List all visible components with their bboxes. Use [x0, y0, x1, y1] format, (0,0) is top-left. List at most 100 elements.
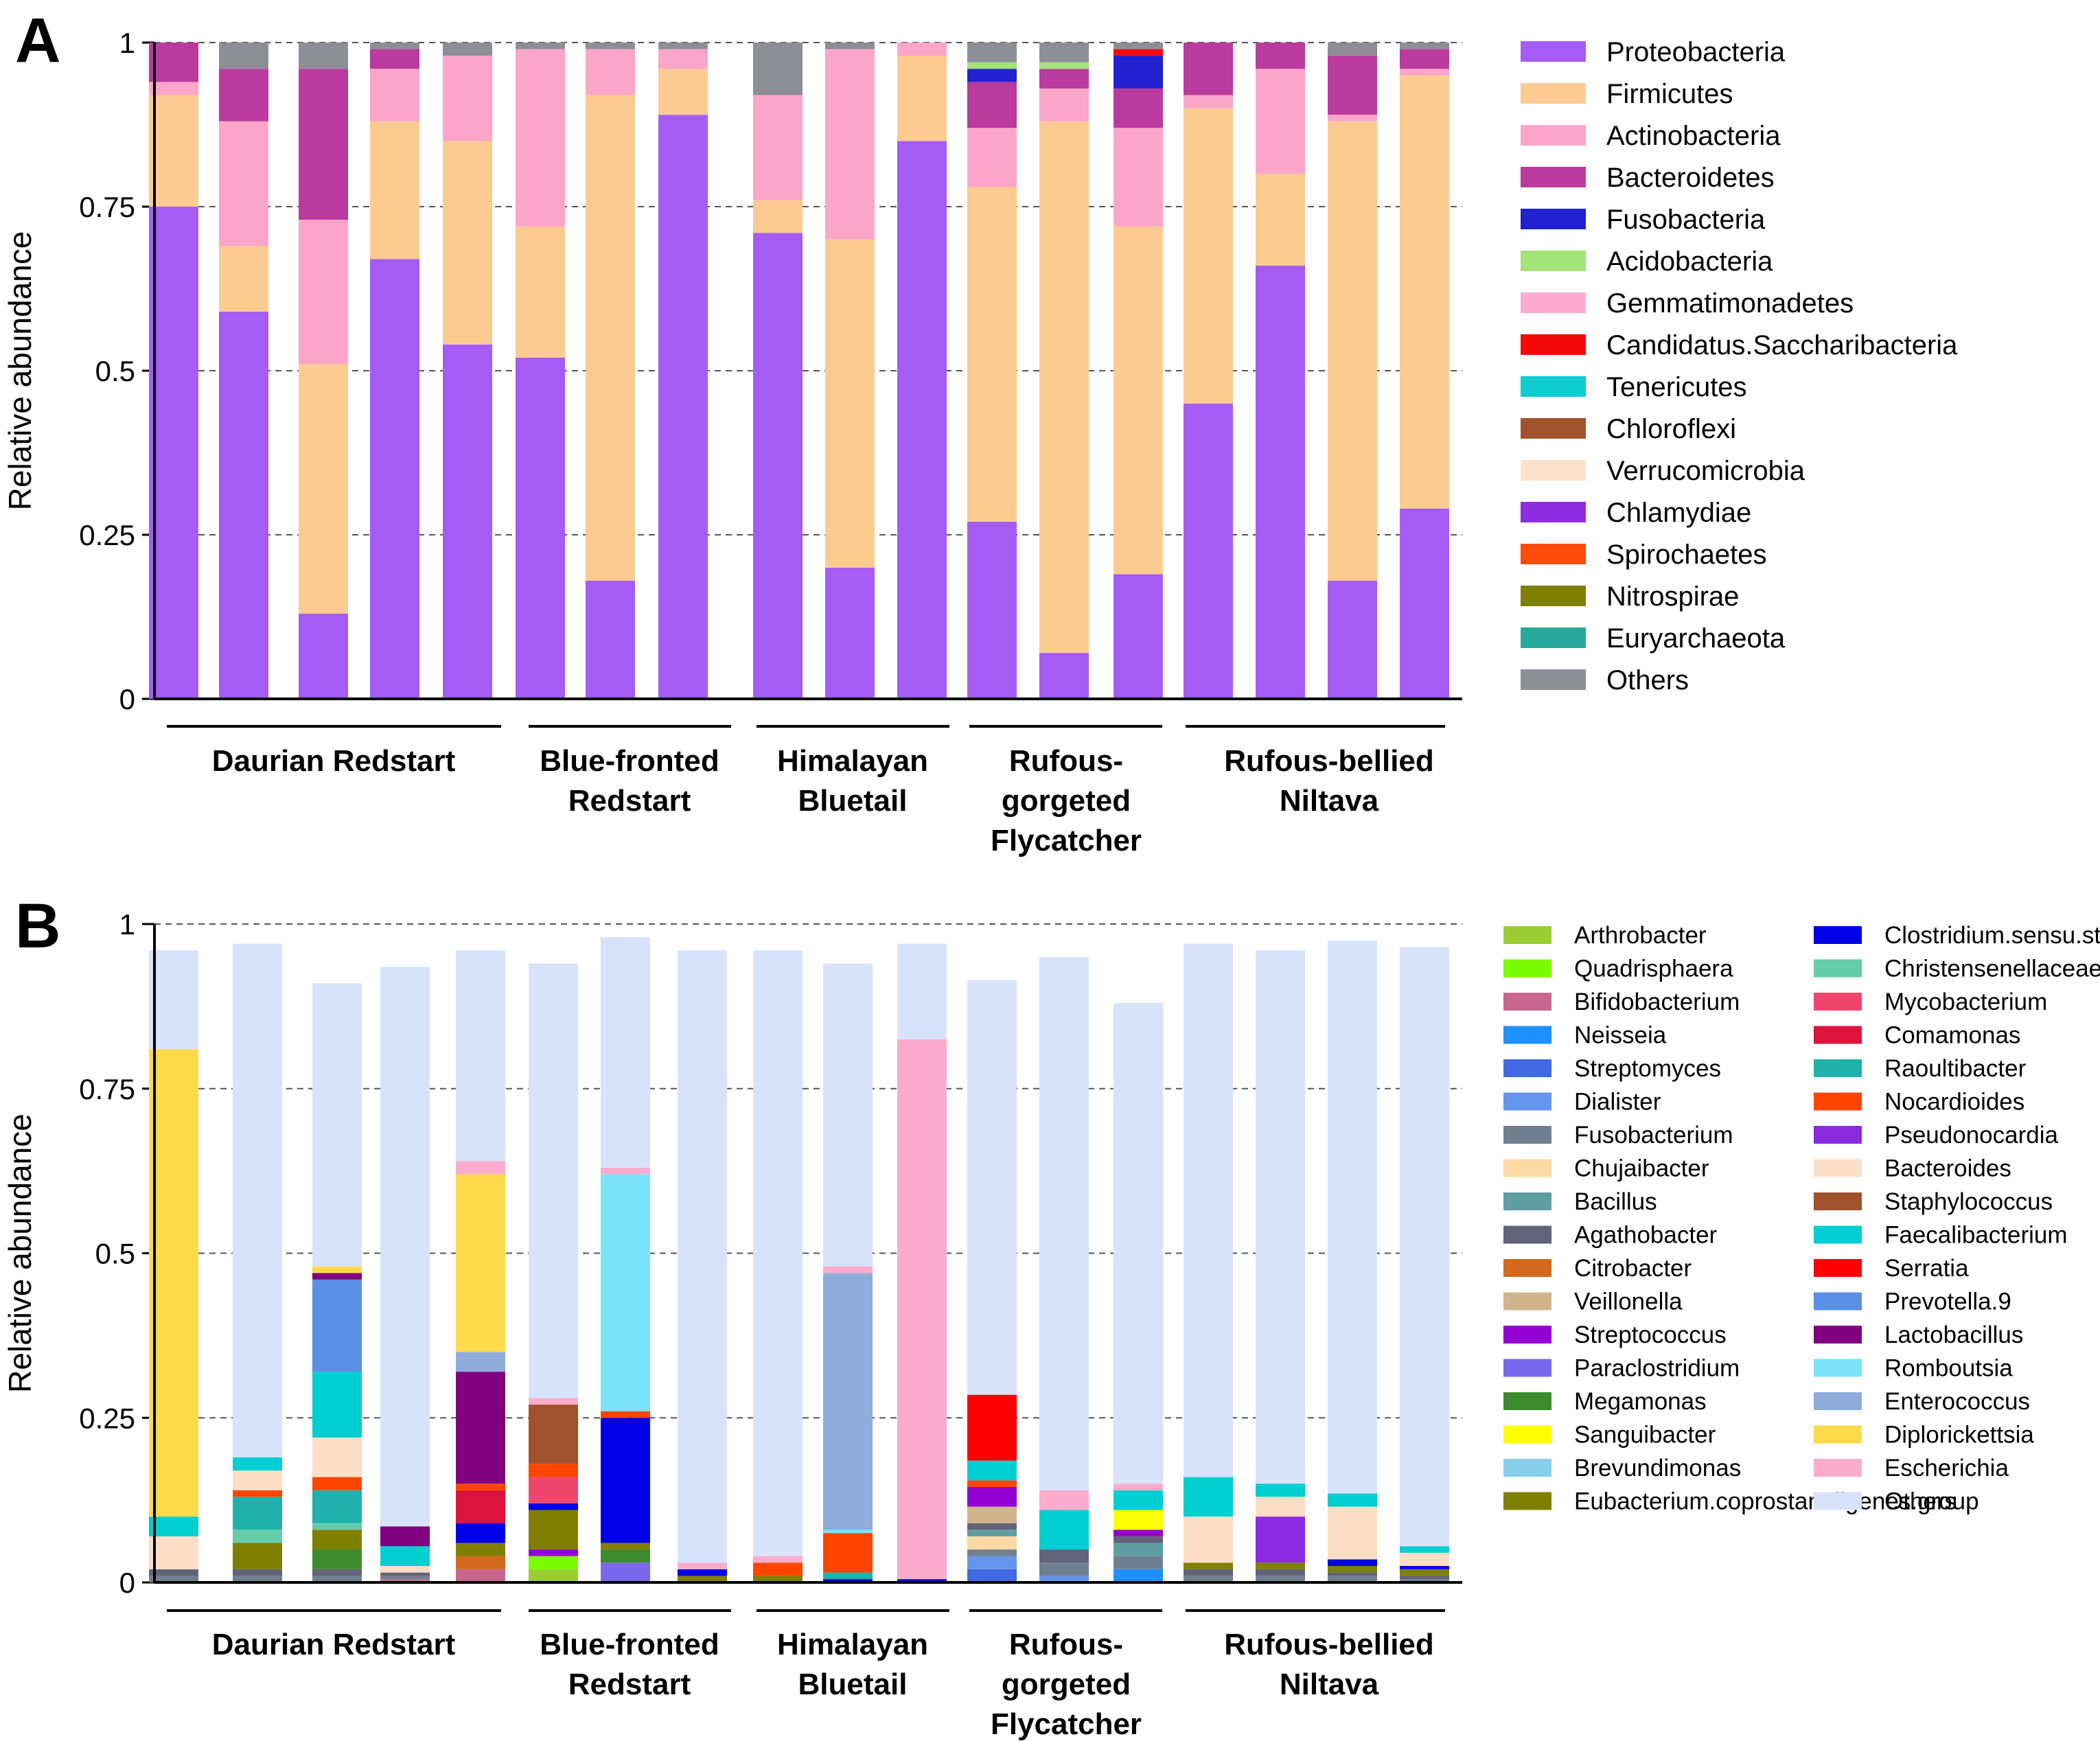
bar-stack: [1256, 950, 1305, 1582]
legend-swatch: [1521, 125, 1586, 146]
bar-segment: [299, 43, 348, 69]
bar-segment: [233, 1497, 282, 1530]
bar-segment: [586, 43, 635, 49]
legend-label: Pseudonocardia: [1884, 1122, 2058, 1149]
bar-stack: [678, 950, 727, 1582]
legend-item: Acidobacteria: [1521, 246, 1773, 277]
bar-segment: [1039, 43, 1089, 62]
bar-segment: [219, 121, 268, 246]
bar-segment: [678, 1569, 727, 1576]
bar-segment: [1184, 403, 1233, 699]
group-label: Rufous-gorgeted Flycatcher: [991, 744, 1142, 857]
legend-label: Sanguibacter: [1574, 1422, 1716, 1449]
bar-segment: [456, 1372, 505, 1484]
legend-item: Serratia: [1814, 1255, 1969, 1282]
bar-segment: [456, 1174, 505, 1352]
bar-segment: [967, 1549, 1017, 1556]
legend-label: Gemmatimonadetes: [1606, 288, 1854, 319]
bar-segment: [967, 980, 1017, 1395]
bar-segment: [312, 1279, 362, 1372]
legend-swatch: [1814, 1425, 1862, 1444]
bar-segment: [370, 121, 419, 260]
legend-label: Eubacterium.coprostanoligenes.group: [1574, 1488, 1979, 1515]
bar-segment: [897, 141, 947, 699]
legend-item: Spirochaetes: [1521, 540, 1766, 570]
y-tick-label: 0.5: [95, 355, 135, 387]
legend-label: Veillonella: [1574, 1289, 1683, 1315]
bar-segment: [1184, 43, 1233, 95]
bar-segment: [312, 1266, 362, 1273]
legend-swatch: [1814, 1292, 1862, 1311]
bar-segment: [529, 1405, 578, 1464]
bar-segment: [601, 1411, 650, 1418]
bar-segment: [233, 1576, 282, 1582]
legend-swatch: [1814, 1225, 1862, 1244]
legend-item: Lactobacillus: [1814, 1322, 2023, 1348]
bar-stack: [897, 943, 947, 1582]
legend-label: Christensenellaceae.R.7.group: [1884, 956, 2100, 982]
bar-segment: [967, 1394, 1017, 1461]
y-tick-label: 0: [119, 1567, 135, 1599]
legend-swatch: [1814, 926, 1862, 944]
bar-segment: [443, 43, 492, 56]
legend-item: Euryarchaeota: [1521, 623, 1786, 654]
bar-segment: [1114, 1490, 1163, 1510]
legend-swatch: [1814, 1059, 1862, 1077]
bar-stack: [1184, 943, 1233, 1582]
legend-swatch: [1814, 1459, 1862, 1477]
group-label: Himalayan Bluetail: [777, 744, 928, 818]
bar-stack: [233, 943, 282, 1582]
legend-label: Streptomyces: [1574, 1055, 1721, 1082]
bar-segment: [1039, 121, 1089, 654]
legend-item: Chujaibacter: [1503, 1155, 1709, 1182]
bar-segment: [219, 246, 268, 312]
group-label-line: Rufous-: [1009, 1628, 1123, 1661]
bar-segment: [658, 115, 708, 699]
legend-swatch: [1521, 418, 1586, 439]
bar-segment: [678, 1576, 727, 1582]
legend-swatch: [1521, 460, 1586, 481]
bar-segment: [299, 69, 348, 220]
bar-segment: [1184, 1563, 1233, 1569]
legend-item: Veillonella: [1503, 1289, 1683, 1315]
bar-segment: [825, 567, 875, 699]
legend-swatch: [1814, 1392, 1862, 1410]
bar-segment: [1114, 43, 1163, 49]
group-label: Blue-fronted Redstart: [540, 1628, 719, 1701]
bar-segment: [1184, 108, 1233, 404]
legend-swatch: [1503, 1392, 1551, 1410]
bar-segment: [586, 580, 635, 699]
bar-segment: [967, 1486, 1017, 1507]
legend-item: Mycobacterium: [1814, 989, 2047, 1015]
bar-stack: [586, 43, 635, 699]
legend: Arthrobacter Quadrisphaera Bifidobacterium…: [1503, 922, 2100, 1515]
bar-segment: [456, 1543, 505, 1556]
legend-label: Actinobacteria: [1606, 121, 1781, 151]
bar-stack: [1114, 43, 1163, 699]
bar-segment: [823, 1266, 873, 1273]
legend-item: Fusobacteria: [1521, 205, 1766, 235]
bar-segment: [312, 1490, 362, 1523]
legend-label: Verrucomicrobia: [1606, 456, 1805, 486]
legend-label: Streptococcus: [1574, 1322, 1727, 1348]
bar-segment: [1256, 1517, 1305, 1563]
bar-segment: [1039, 1510, 1089, 1550]
bar-segment: [456, 1352, 505, 1372]
group-label-line: Bluetail: [798, 1668, 908, 1701]
group-label-line: Niltava: [1280, 784, 1379, 818]
group-label-line: Rufous-bellied: [1224, 1628, 1434, 1661]
legend-label: Bacteroidetes: [1606, 163, 1775, 193]
panel-a: A Relative abundance 0 0.25 0.5 0.75 1 Daurian …: [2, 5, 1958, 857]
legend-item: Raoultibacter: [1814, 1055, 2027, 1082]
bar-segment: [1039, 62, 1089, 69]
legend-item: Bifidobacterium: [1503, 989, 1740, 1015]
group-label-line: Blue-fronted: [540, 1628, 719, 1661]
bar-segment: [1039, 956, 1089, 1490]
bar-stack: [370, 43, 419, 700]
bar-segment: [753, 1576, 803, 1582]
bar-segment: [1114, 88, 1163, 128]
legend-item: Staphylococcus: [1814, 1188, 2053, 1215]
legend-item: Nocardioides: [1814, 1089, 2024, 1116]
legend-item: Enterococcus: [1814, 1388, 2030, 1415]
bar-segment: [823, 1572, 873, 1580]
